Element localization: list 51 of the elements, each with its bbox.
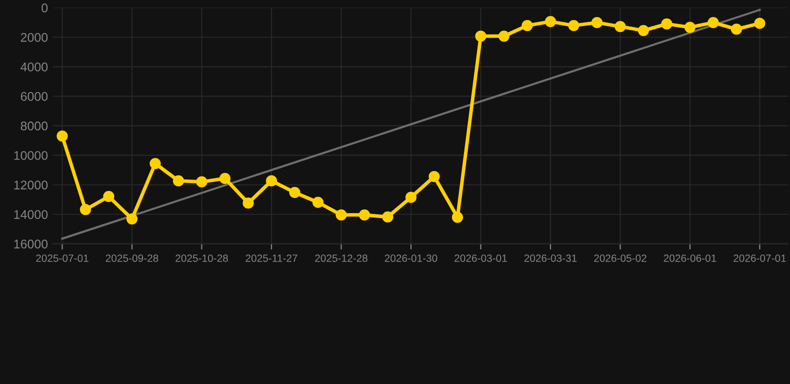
point [708,17,719,28]
y-tick-label: 8000 [20,122,48,130]
x-tick-label: 2025-12-28 [315,254,368,262]
point [405,192,417,203]
x-tick-label: 2026-05-02 [594,254,646,262]
point [568,20,580,32]
point [661,18,672,30]
x-tick-label: 2026-01-30 [384,254,438,262]
x-tick-label: 2026-06-01 [664,254,716,262]
point [614,21,626,32]
point [266,175,278,186]
point [336,209,347,220]
point [289,186,300,198]
y-tick-label: 4000 [20,62,48,72]
point [754,18,766,29]
point [103,190,114,202]
point [638,25,650,36]
point [126,213,138,224]
point [684,22,696,33]
point [150,158,161,170]
y-tick-label: 6000 [20,92,48,101]
point [591,17,603,28]
x-tick-label: 2025-07-01 [36,254,88,262]
point [358,209,370,220]
point [730,24,742,35]
y-tick-label: 0 [42,3,48,12]
x-tick-label: 2026-03-31 [524,254,577,262]
y-tick-label: 14000 [14,210,48,219]
point [312,196,324,208]
point [475,30,486,42]
x-tick-label: 2026-03-01 [454,254,507,262]
point [522,20,533,32]
y-tick-label: 16000 [14,240,48,248]
y-tick-label: 10000 [14,151,48,160]
point [172,175,184,186]
x-tick-label: 2025-11-27 [246,254,298,262]
point [196,176,208,188]
point [498,30,510,42]
point [452,212,464,223]
point [382,211,394,223]
x-tick-label: 2025-09-28 [106,254,158,262]
x-tick-label: 2025-10-28 [176,254,228,262]
point [544,16,556,28]
point [56,130,68,142]
point [80,204,92,216]
point [219,172,231,184]
point [428,170,440,182]
point [242,198,254,209]
y-tick-label: 2000 [20,33,48,42]
x-tick-label: 2026-07-01 [734,254,786,262]
y-tick-label: 12000 [14,180,48,190]
